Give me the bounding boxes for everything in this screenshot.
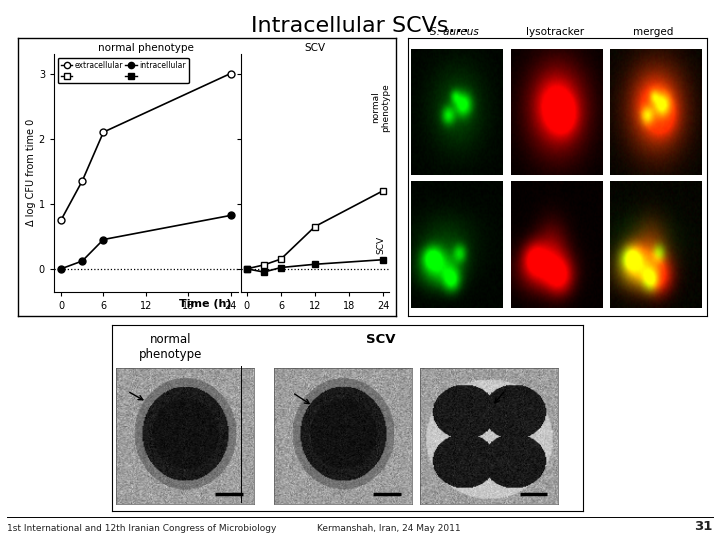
Text: SCV: SCV: [366, 333, 395, 346]
Text: S. aureus: S. aureus: [430, 26, 479, 37]
Text: SCV: SCV: [377, 236, 385, 254]
Y-axis label: Δ log CFU from time 0: Δ log CFU from time 0: [26, 119, 36, 226]
Text: Time (h): Time (h): [179, 299, 231, 309]
Title: SCV: SCV: [305, 43, 325, 53]
Legend: extracellular, , intracellular, : extracellular, , intracellular,: [58, 58, 189, 84]
Text: 31: 31: [694, 520, 713, 533]
Text: 1st International and 12th Iranian Congress of Microbiology: 1st International and 12th Iranian Congr…: [7, 524, 276, 533]
Text: Intracellular SCVs...: Intracellular SCVs...: [251, 16, 469, 36]
Text: normal
phenotype: normal phenotype: [139, 333, 202, 361]
Text: merged: merged: [633, 26, 673, 37]
Title: normal phenotype: normal phenotype: [98, 43, 194, 53]
Text: lysotracker: lysotracker: [526, 26, 584, 37]
Text: normal
phenotype: normal phenotype: [372, 83, 390, 132]
Text: Kermanshah, Iran, 24 May 2011: Kermanshah, Iran, 24 May 2011: [317, 524, 460, 533]
